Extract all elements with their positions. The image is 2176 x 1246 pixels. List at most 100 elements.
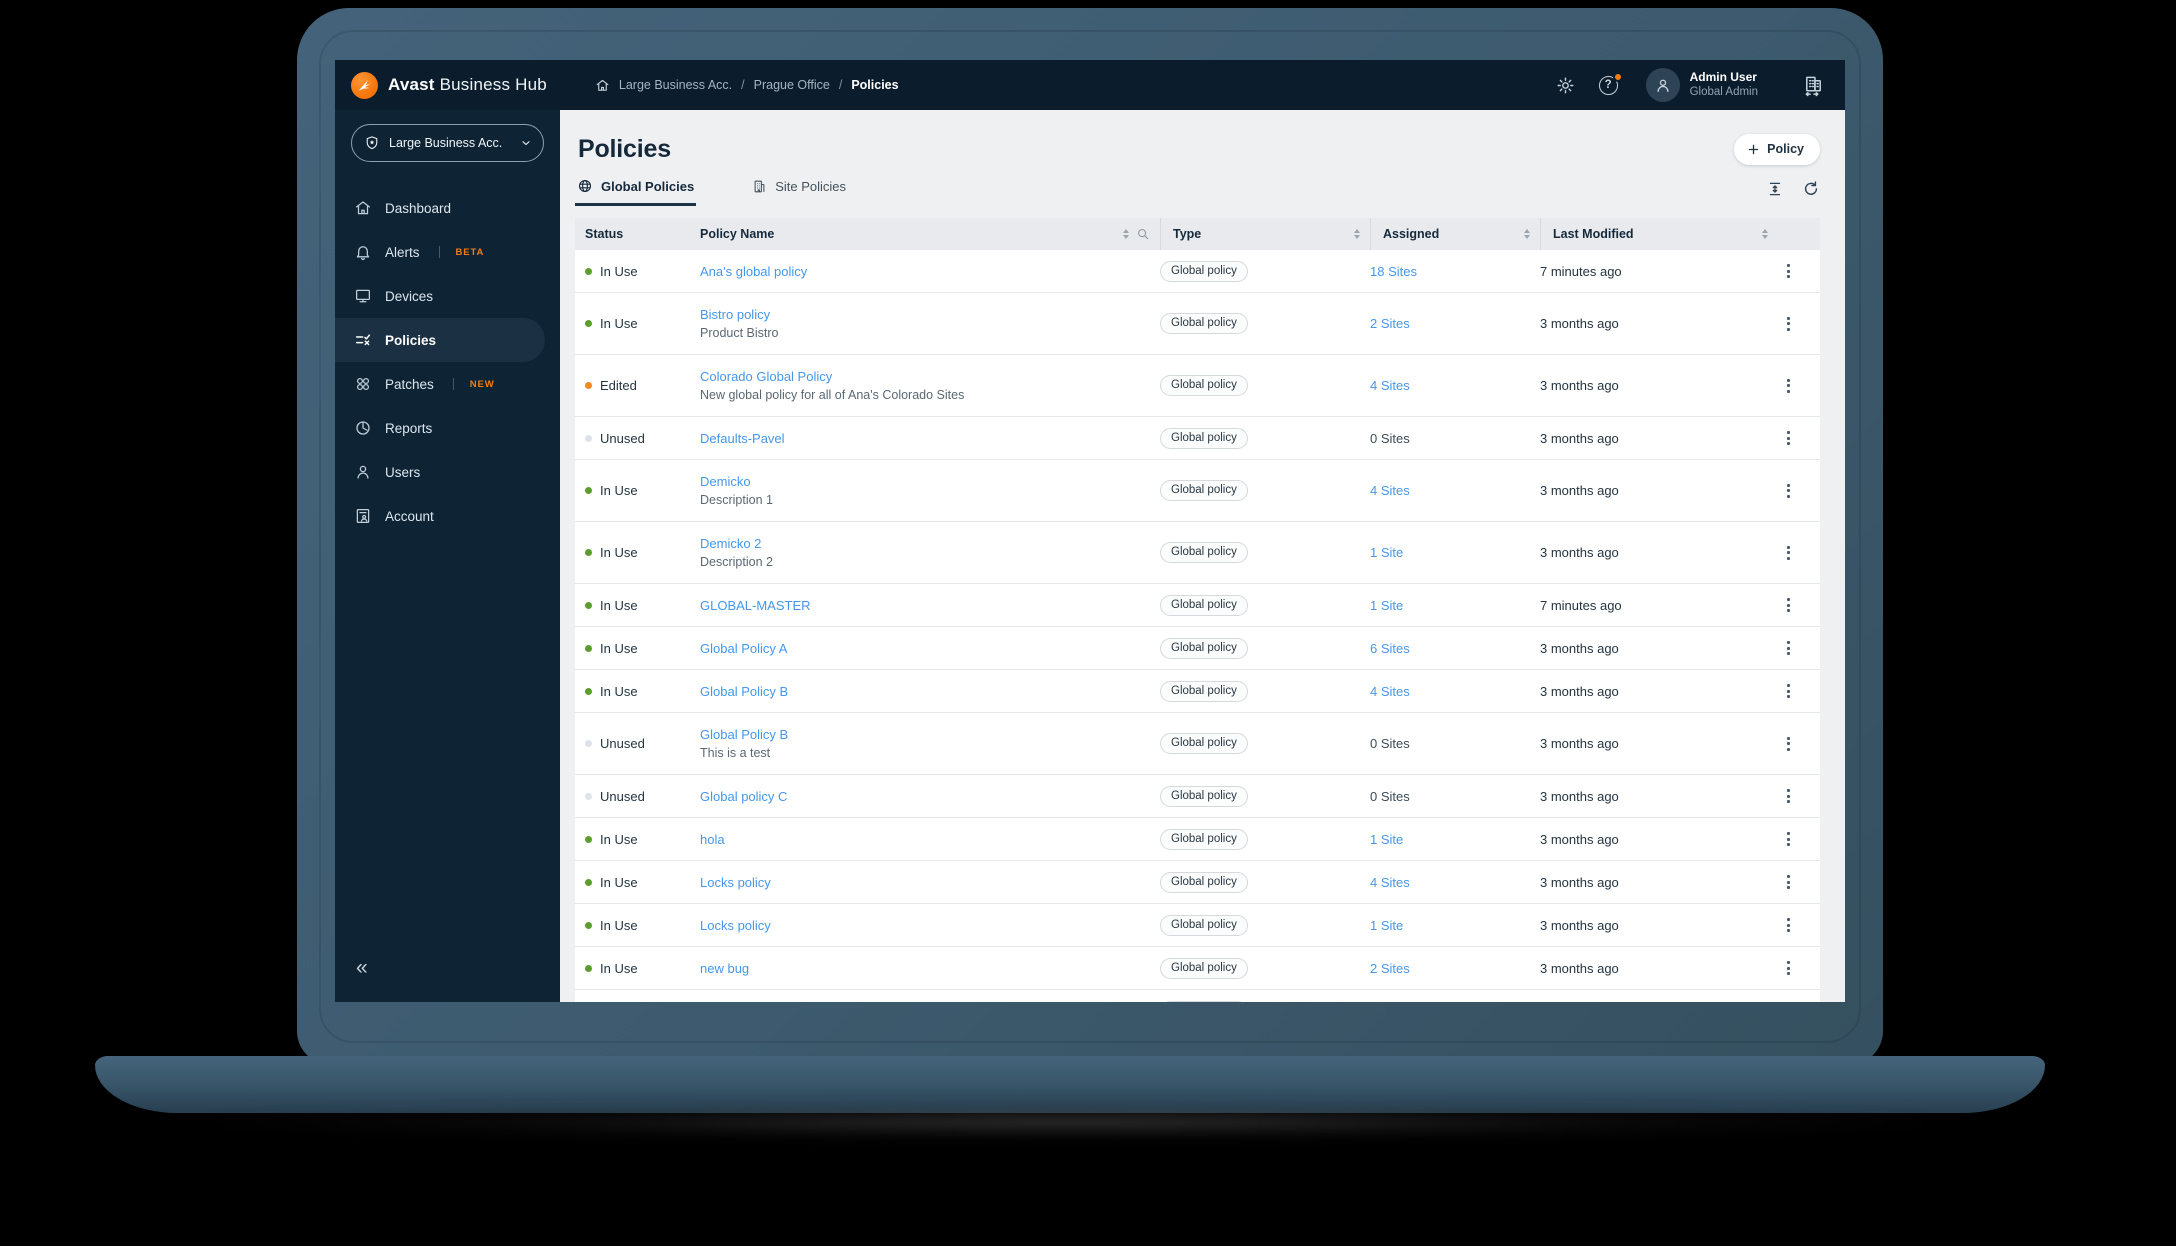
avatar[interactable]: [1645, 68, 1680, 102]
status-cell: In Use: [575, 545, 700, 560]
assigned-sites-link[interactable]: 18 Sites: [1370, 263, 1417, 279]
kebab-menu-icon[interactable]: [1778, 731, 1798, 757]
type-cell: Global policy: [1160, 871, 1370, 893]
kebab-menu-icon[interactable]: [1778, 869, 1798, 895]
status-label: Unused: [600, 430, 645, 446]
policy-name-link[interactable]: GLOBAL-MASTER: [700, 597, 811, 613]
user-info[interactable]: Admin User Global Admin: [1690, 70, 1758, 99]
policy-name-link[interactable]: Demicko: [700, 474, 751, 489]
sidebar-item-account[interactable]: Account: [335, 494, 560, 538]
kebab-menu-icon[interactable]: [1778, 955, 1798, 981]
status-cell: Unused: [575, 789, 700, 804]
kebab-menu-icon[interactable]: [1778, 635, 1798, 661]
sort-icon[interactable]: [1123, 229, 1129, 239]
kebab-menu-icon[interactable]: [1778, 478, 1798, 504]
type-cell: Global policy: [1160, 733, 1370, 754]
company-switch-icon[interactable]: [1802, 74, 1825, 97]
last-modified-cell: 3 months ago: [1540, 640, 1619, 656]
assigned-sites-link[interactable]: 6 Sites: [1370, 640, 1410, 656]
refresh-icon[interactable]: [1802, 180, 1820, 198]
sort-icon[interactable]: [1354, 229, 1360, 239]
sort-icon[interactable]: [1762, 229, 1768, 239]
col-header-type[interactable]: Type: [1160, 218, 1370, 250]
policy-name-link[interactable]: Locks policy: [700, 874, 771, 890]
breadcrumb-site[interactable]: Prague Office: [753, 78, 830, 92]
type-cell: Global policy: [1160, 785, 1370, 807]
sidebar-item-label: Dashboard: [385, 200, 452, 216]
kebab-menu-icon[interactable]: [1778, 540, 1798, 566]
col-header-last-modified[interactable]: Last Modified: [1540, 218, 1778, 250]
kebab-menu-icon[interactable]: [1778, 373, 1798, 399]
kebab-menu-icon[interactable]: [1778, 998, 1798, 1002]
kebab-menu-icon[interactable]: [1778, 258, 1798, 284]
assigned-sites-link[interactable]: 2 Sites: [1370, 960, 1410, 976]
type-cell: Global policy: [1160, 313, 1370, 334]
assigned-sites-link[interactable]: 0 Sites: [1370, 736, 1410, 751]
sidebar-item-users[interactable]: Users: [335, 450, 560, 494]
actions-cell: [1778, 955, 1820, 981]
assigned-sites-link[interactable]: 1 Site: [1370, 597, 1404, 613]
kebab-menu-icon[interactable]: [1778, 912, 1798, 938]
search-icon[interactable]: [1136, 227, 1150, 241]
policy-name-link[interactable]: Global Policy B: [700, 727, 789, 742]
sidebar-item-patches[interactable]: Patches NEW: [335, 362, 560, 406]
policy-type-chip: Global policy: [1160, 733, 1248, 754]
policy-name-link[interactable]: Global policy C: [700, 788, 788, 804]
add-policy-button[interactable]: Policy: [1734, 133, 1820, 165]
kebab-menu-icon[interactable]: [1778, 678, 1798, 704]
policy-name-link[interactable]: Locks policy: [700, 917, 771, 933]
assigned-sites-link[interactable]: 4 Sites: [1370, 378, 1410, 393]
policy-name-link[interactable]: Demicko 2: [700, 536, 762, 551]
actions-cell: [1778, 373, 1820, 399]
tab-label: Site Policies: [775, 178, 847, 194]
help-button[interactable]: ?: [1598, 71, 1623, 95]
kebab-menu-icon[interactable]: [1778, 311, 1798, 337]
assigned-sites-link[interactable]: 4 Sites: [1370, 483, 1410, 498]
table-body: In Use Ana's global policy Global policy: [575, 250, 1820, 1002]
policy-name-cell: Colorado Global Policy New global policy…: [700, 369, 1160, 402]
row-density-icon[interactable]: [1766, 180, 1784, 198]
sort-icon[interactable]: [1524, 229, 1530, 239]
tab-global-policies[interactable]: Global Policies: [575, 178, 697, 206]
assigned-cell: 2 Sites: [1370, 316, 1540, 331]
assigned-sites-link[interactable]: 4 Sites: [1370, 683, 1410, 699]
status-label: In Use: [600, 263, 638, 279]
sidebar-item-devices[interactable]: Devices: [335, 274, 560, 318]
assigned-sites-link[interactable]: 1 Site: [1370, 831, 1404, 847]
home-icon[interactable]: [595, 78, 610, 93]
assigned-sites-link[interactable]: 1 Site: [1370, 917, 1404, 933]
policy-name-link[interactable]: new bug: [700, 960, 750, 976]
sidebar-item-policies[interactable]: Policies: [335, 318, 545, 362]
col-header-policy-name[interactable]: Policy Name: [700, 218, 1160, 250]
assigned-sites-link[interactable]: 2 Sites: [1370, 316, 1410, 331]
breadcrumb-account[interactable]: Large Business Acc.: [618, 78, 733, 92]
account-selector[interactable]: Large Business Acc.: [351, 124, 544, 162]
assigned-sites-link[interactable]: 0 Sites: [1370, 430, 1410, 446]
policy-name-link[interactable]: Global Policy B: [700, 683, 789, 699]
policy-name-link[interactable]: Colorado Global Policy: [700, 369, 833, 384]
beta-badge: BETA: [455, 246, 485, 258]
col-header-status[interactable]: Status: [575, 218, 700, 250]
kebab-menu-icon[interactable]: [1778, 425, 1798, 451]
policy-name-link[interactable]: Defaults-Pavel: [700, 430, 785, 446]
assigned-sites-link[interactable]: 1 Site: [1370, 545, 1404, 560]
sidebar-item-alerts[interactable]: Alerts BETA: [335, 230, 560, 274]
kebab-menu-icon[interactable]: [1778, 592, 1798, 618]
kebab-menu-icon[interactable]: [1778, 826, 1798, 852]
policy-name-link[interactable]: Ana's global policy: [700, 263, 808, 279]
sidebar-item-dashboard[interactable]: Dashboard: [335, 186, 560, 230]
col-header-assigned[interactable]: Assigned: [1370, 218, 1540, 250]
sidebar-item-label: Users: [385, 464, 421, 480]
sidebar-collapse-button[interactable]: «: [356, 956, 368, 979]
policy-name-link[interactable]: hola: [700, 831, 725, 847]
kebab-menu-icon[interactable]: [1778, 783, 1798, 809]
assigned-sites-link[interactable]: 0 Sites: [1370, 788, 1410, 804]
tab-site-policies[interactable]: Site Policies: [750, 178, 848, 206]
assigned-sites-link[interactable]: 4 Sites: [1370, 874, 1410, 890]
brand-title: Avast Business Hub: [388, 75, 547, 95]
status-dot-icon: [585, 487, 592, 494]
settings-gear-icon[interactable]: [1556, 76, 1575, 95]
sidebar-item-reports[interactable]: Reports: [335, 406, 560, 450]
policy-name-link[interactable]: Bistro policy: [700, 307, 771, 322]
policy-name-link[interactable]: Global Policy A: [700, 640, 788, 656]
